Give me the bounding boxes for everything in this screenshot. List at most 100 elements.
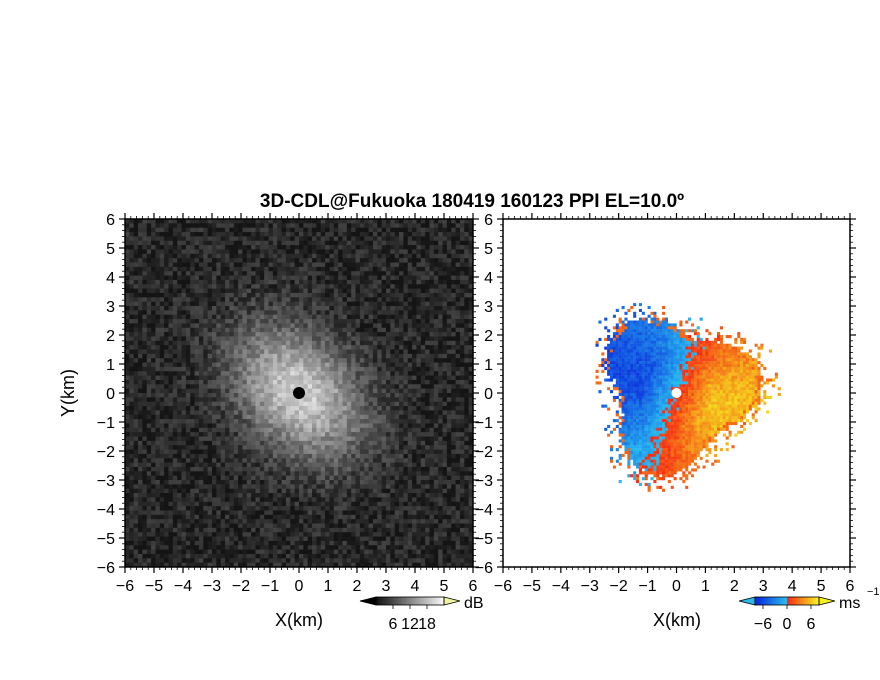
- heatmap-cell: [307, 480, 313, 485]
- heatmap-cell: [164, 558, 169, 563]
- heatmap-cell: [212, 527, 217, 533]
- heatmap-cell: [242, 488, 248, 494]
- heatmap-cell: [346, 471, 352, 476]
- heatmap-cell: [372, 540, 378, 546]
- heatmap-cell: [264, 232, 269, 237]
- heatmap-cell: [233, 240, 239, 246]
- heatmap-cell: [342, 510, 348, 516]
- heatmap-cell: [129, 462, 134, 468]
- heatmap-cell: [194, 275, 200, 281]
- heatmap-cell: [394, 253, 400, 259]
- heatmap-cell: [338, 310, 343, 315]
- heatmap-cell: [386, 301, 391, 307]
- heatmap-cell: [377, 510, 382, 516]
- heatmap-cell: [181, 345, 187, 350]
- heatmap-cell: [264, 223, 269, 228]
- heatmap-cell: [377, 406, 382, 411]
- heatmap-cell: [233, 279, 239, 285]
- heatmap-cell: [381, 493, 387, 498]
- heatmap-cell: [268, 340, 274, 346]
- heatmap-cell: [381, 271, 387, 276]
- heatmap-cell: [255, 332, 261, 337]
- heatmap-cell: [307, 445, 313, 450]
- heatmap-cell: [172, 453, 178, 459]
- heatmap-cell: [333, 440, 339, 446]
- heatmap-cell: [194, 384, 200, 389]
- heatmap-cell: [164, 501, 169, 507]
- heatmap-cell: [129, 332, 134, 337]
- heatmap-cell: [177, 366, 182, 372]
- heatmap-cell: [229, 462, 235, 468]
- heatmap-cell: [372, 323, 378, 329]
- heatmap-cell: [233, 223, 239, 228]
- heatmap-cell: [246, 314, 252, 320]
- heatmap-cell: [329, 493, 335, 498]
- heatmap-cell: [129, 336, 134, 342]
- heatmap-cell: [394, 340, 400, 346]
- heatmap-cell: [320, 558, 326, 563]
- heatmap-cell: [346, 436, 352, 442]
- heatmap-cell: [394, 275, 400, 281]
- heatmap-cell: [359, 284, 365, 289]
- heatmap-cell: [355, 384, 361, 389]
- heatmap-cell: [138, 458, 143, 463]
- heatmap-cell: [146, 471, 152, 476]
- heatmap-cell: [225, 236, 230, 242]
- heatmap-cell: [386, 232, 391, 237]
- heatmap-cell: [129, 497, 134, 503]
- heatmap-cell: [359, 497, 365, 503]
- heatmap-cell: [220, 232, 226, 237]
- heatmap-cell: [338, 527, 343, 533]
- heatmap-cell: [351, 445, 356, 450]
- heatmap-cell: [338, 236, 343, 242]
- heatmap-cell: [185, 545, 191, 550]
- heatmap-cell: [159, 284, 165, 289]
- heatmap-cell: [190, 536, 195, 542]
- heatmap-cell: [142, 488, 148, 494]
- heatmap-cell: [229, 536, 235, 542]
- heatmap-cell: [346, 462, 352, 468]
- heatmap-cell: [316, 240, 322, 246]
- heatmap-cell: [233, 427, 239, 433]
- heatmap-cell: [259, 275, 265, 281]
- heatmap-cell: [133, 549, 139, 555]
- heatmap-cell: [138, 488, 143, 494]
- heatmap-cell: [329, 514, 335, 520]
- heatmap-cell: [225, 427, 230, 433]
- heatmap-cell: [381, 523, 387, 529]
- heatmap-cell: [255, 292, 261, 298]
- heatmap-cell: [338, 445, 343, 450]
- heatmap-cell: [364, 227, 369, 233]
- heatmap-cell: [272, 371, 278, 376]
- heatmap-cell: [233, 501, 239, 507]
- heatmap-cell: [264, 393, 269, 398]
- heatmap-cell: [133, 388, 139, 394]
- heatmap-cell: [133, 314, 139, 320]
- heatmap-cell: [138, 480, 143, 485]
- heatmap-cell: [281, 493, 287, 498]
- heatmap-cell: [303, 549, 308, 555]
- heatmap-cell: [268, 345, 274, 350]
- heatmap-cell: [151, 506, 156, 511]
- heatmap-cell: [207, 410, 213, 416]
- heatmap-cell: [390, 310, 395, 315]
- heatmap-cell: [168, 284, 174, 289]
- heatmap-cell: [355, 288, 361, 294]
- heatmap-cell: [268, 432, 274, 437]
- heatmap-cell: [159, 432, 165, 437]
- heatmap-cell: [346, 292, 352, 298]
- heatmap-cell: [151, 236, 156, 242]
- heatmap-cell: [194, 336, 200, 342]
- heatmap-cell: [386, 292, 391, 298]
- heatmap-cell: [285, 501, 291, 507]
- heatmap-cell: [307, 440, 313, 446]
- heatmap-cell: [307, 327, 313, 333]
- heatmap-cell: [155, 471, 161, 476]
- heatmap-cell: [194, 527, 200, 533]
- heatmap-cell: [290, 314, 295, 320]
- heatmap-cell: [386, 510, 391, 516]
- heatmap-cell: [168, 406, 174, 411]
- heatmap-cell: [251, 540, 256, 546]
- heatmap-cell: [181, 506, 187, 511]
- heatmap-cell: [233, 558, 239, 563]
